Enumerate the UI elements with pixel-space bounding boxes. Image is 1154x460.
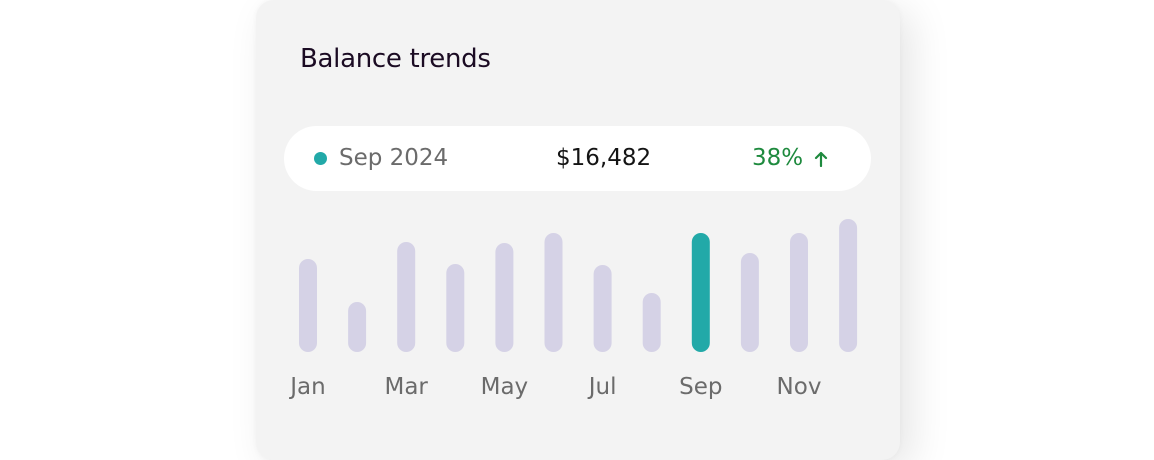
bar-dec[interactable]: [839, 219, 858, 352]
bar-sep[interactable]: [691, 233, 710, 352]
x-tick-label: Sep: [679, 374, 722, 400]
change-percent: 38%: [752, 145, 804, 171]
bar-feb[interactable]: [348, 302, 367, 352]
x-tick-label: May: [481, 374, 529, 400]
card-title: Balance trends: [300, 44, 491, 74]
series-dot-icon: [314, 152, 327, 165]
x-tick-label: Jul: [587, 374, 617, 400]
bar-jan[interactable]: [299, 259, 317, 352]
selected-amount: $16,482: [556, 145, 652, 171]
bar-aug[interactable]: [642, 293, 661, 352]
selected-period-summary: Sep 2024 $16,482 38%: [284, 126, 871, 191]
balance-bar-chart: Jan Mar May Jul Sep Nov: [288, 219, 858, 400]
bar-jun[interactable]: [544, 233, 563, 352]
x-tick-label: Mar: [384, 374, 428, 400]
balance-trends-card: Balance trends Sep 2024 $16,482 38% Jan M…: [256, 0, 900, 460]
bar-mar[interactable]: [397, 242, 416, 352]
bar-apr[interactable]: [446, 264, 465, 352]
bar-jul[interactable]: [593, 265, 612, 352]
selected-period: Sep 2024: [339, 145, 449, 171]
bar-may[interactable]: [495, 243, 514, 352]
arrow-up-icon: [814, 151, 828, 167]
x-tick-label: Nov: [777, 374, 822, 400]
bar-oct[interactable]: [740, 253, 759, 352]
bar-nov[interactable]: [790, 233, 808, 352]
x-tick-label: Jan: [288, 374, 325, 400]
